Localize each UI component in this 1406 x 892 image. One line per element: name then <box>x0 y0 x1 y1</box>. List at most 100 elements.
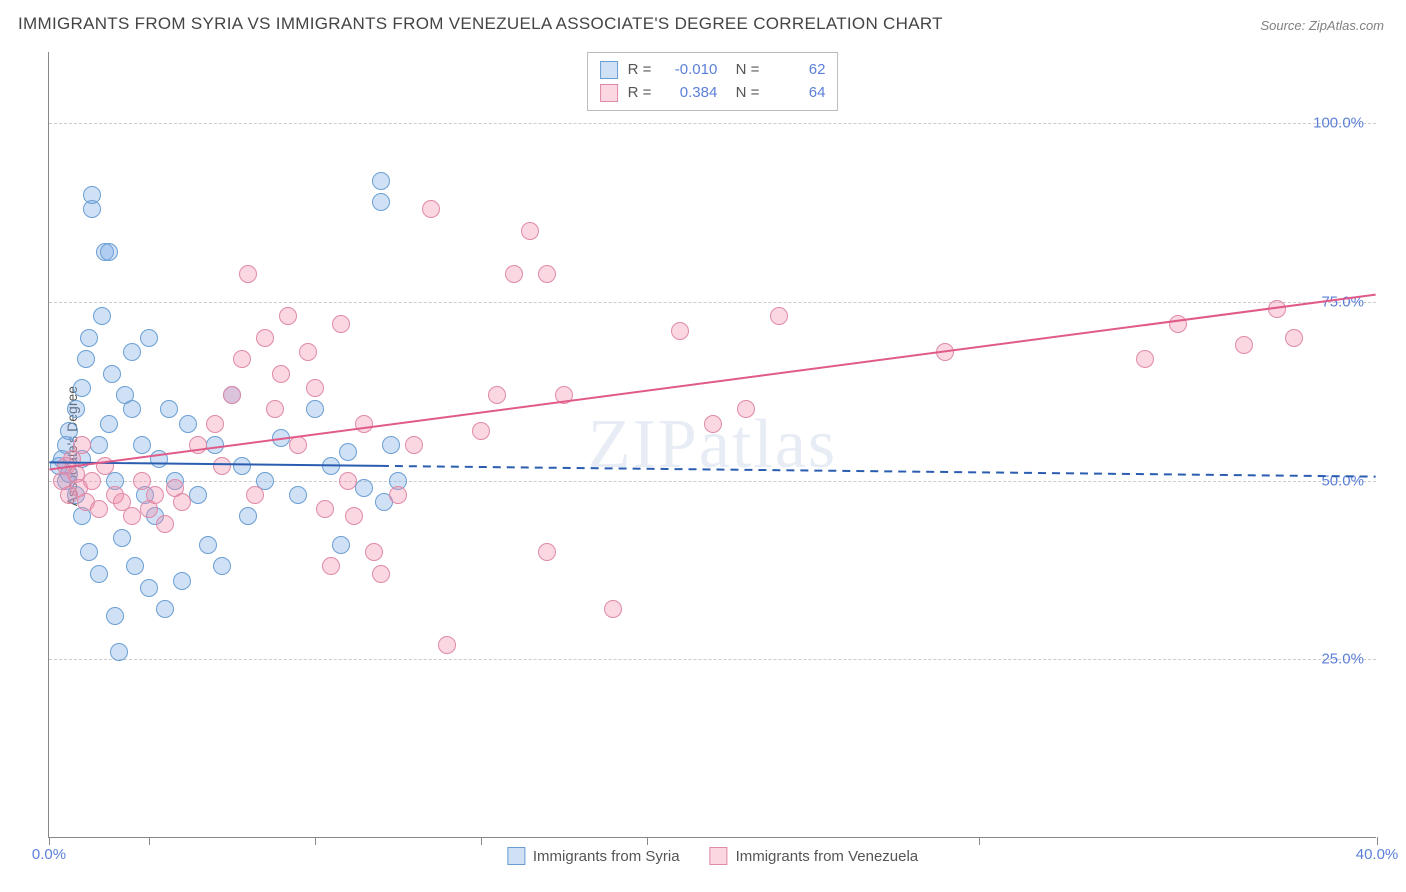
series-legend: Immigrants from Syria Immigrants from Ve… <box>507 847 918 865</box>
venezuela-point <box>1136 350 1154 368</box>
x-tick-label: 40.0% <box>1356 846 1399 863</box>
x-tick <box>481 837 482 845</box>
scatter-plot: ZIPatlas R = -0.010 N = 62 R = 0.384 N =… <box>48 52 1376 838</box>
n-value-syria: 62 <box>769 59 825 82</box>
syria-point <box>372 172 390 190</box>
venezuela-point <box>737 400 755 418</box>
venezuela-point <box>704 415 722 433</box>
syria-point <box>233 457 251 475</box>
venezuela-point <box>272 365 290 383</box>
legend-row-syria: R = -0.010 N = 62 <box>600 59 826 82</box>
venezuela-point <box>422 200 440 218</box>
syria-point <box>123 343 141 361</box>
venezuela-point <box>345 507 363 525</box>
venezuela-point <box>256 329 274 347</box>
x-tick <box>979 837 980 845</box>
syria-point <box>90 436 108 454</box>
venezuela-point <box>173 493 191 511</box>
syria-point <box>106 607 124 625</box>
r-value-syria: -0.010 <box>661 59 717 82</box>
venezuela-point <box>322 557 340 575</box>
venezuela-point <box>936 343 954 361</box>
y-tick-label: 75.0% <box>1321 294 1364 311</box>
syria-point <box>339 443 357 461</box>
x-tick <box>149 837 150 845</box>
venezuela-point <box>538 265 556 283</box>
syria-point <box>133 436 151 454</box>
venezuela-point <box>306 379 324 397</box>
venezuela-point <box>339 472 357 490</box>
venezuela-point <box>770 307 788 325</box>
venezuela-point <box>405 436 423 454</box>
venezuela-point <box>279 307 297 325</box>
venezuela-point <box>555 386 573 404</box>
x-tick <box>1377 837 1378 845</box>
grid-line <box>49 481 1376 482</box>
syria-point <box>289 486 307 504</box>
venezuela-point <box>1169 315 1187 333</box>
n-label: N = <box>727 59 759 82</box>
venezuela-point <box>389 486 407 504</box>
x-tick <box>49 837 50 845</box>
source-credit: Source: ZipAtlas.com <box>1260 18 1384 33</box>
correlation-legend: R = -0.010 N = 62 R = 0.384 N = 64 <box>587 52 839 111</box>
syria-point <box>110 643 128 661</box>
venezuela-point <box>213 457 231 475</box>
x-tick <box>647 837 648 845</box>
swatch-venezuela <box>710 847 728 865</box>
syria-point <box>100 415 118 433</box>
legend-item-syria: Immigrants from Syria <box>507 847 680 865</box>
syria-point <box>355 479 373 497</box>
syria-point <box>90 565 108 583</box>
syria-point <box>140 579 158 597</box>
syria-point <box>150 450 168 468</box>
venezuela-point <box>73 436 91 454</box>
syria-point <box>306 400 324 418</box>
syria-point <box>93 307 111 325</box>
syria-point <box>123 400 141 418</box>
venezuela-point <box>372 565 390 583</box>
venezuela-point <box>1268 300 1286 318</box>
venezuela-point <box>332 315 350 333</box>
venezuela-point <box>239 265 257 283</box>
syria-point <box>73 379 91 397</box>
n-label: N = <box>727 82 759 105</box>
venezuela-point <box>671 322 689 340</box>
syria-point <box>83 186 101 204</box>
syria-point <box>322 457 340 475</box>
syria-point <box>113 529 131 547</box>
venezuela-point <box>133 472 151 490</box>
syria-point <box>160 400 178 418</box>
r-label: R = <box>628 59 652 82</box>
venezuela-point <box>156 515 174 533</box>
syria-point <box>80 329 98 347</box>
venezuela-point <box>246 486 264 504</box>
venezuela-point <box>355 415 373 433</box>
venezuela-point <box>146 486 164 504</box>
venezuela-point <box>90 500 108 518</box>
syria-point <box>206 436 224 454</box>
syria-point <box>189 486 207 504</box>
legend-label-venezuela: Immigrants from Venezuela <box>736 848 919 865</box>
syria-point <box>179 415 197 433</box>
grid-line <box>49 123 1376 124</box>
venezuela-point <box>96 457 114 475</box>
syria-point <box>126 557 144 575</box>
y-tick-label: 50.0% <box>1321 472 1364 489</box>
syria-point <box>60 422 78 440</box>
venezuela-point <box>472 422 490 440</box>
venezuela-point <box>83 472 101 490</box>
grid-line <box>49 302 1376 303</box>
syria-point <box>382 436 400 454</box>
x-tick <box>315 837 316 845</box>
venezuela-point <box>521 222 539 240</box>
venezuela-point <box>123 507 141 525</box>
syria-point <box>372 193 390 211</box>
syria-point <box>173 572 191 590</box>
venezuela-point <box>604 600 622 618</box>
syria-point <box>239 507 257 525</box>
venezuela-point <box>438 636 456 654</box>
venezuela-point <box>538 543 556 561</box>
syria-point <box>156 600 174 618</box>
venezuela-point <box>206 415 224 433</box>
